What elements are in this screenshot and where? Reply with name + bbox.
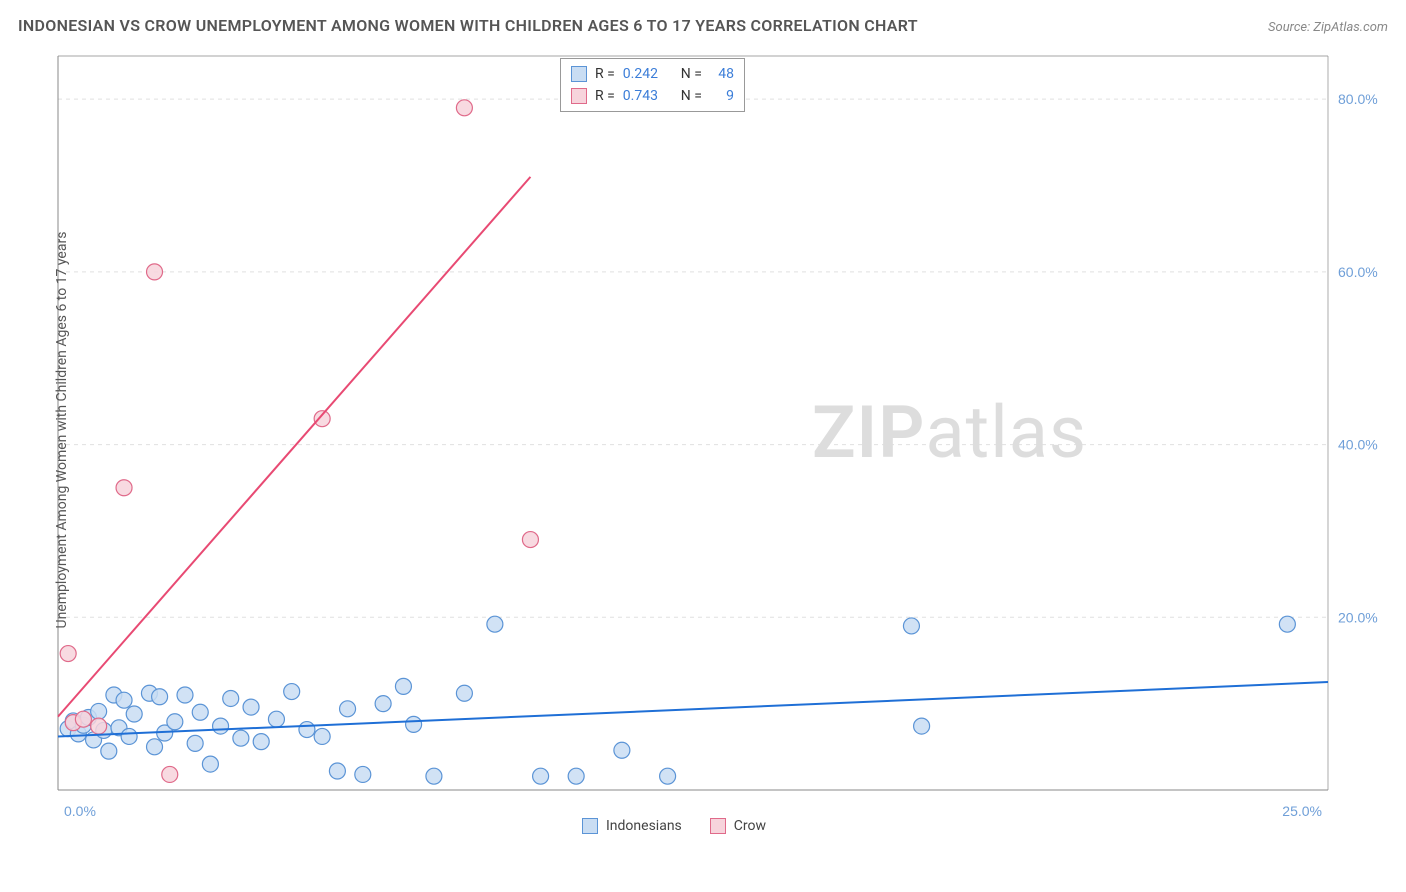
n-value-crow: 9 <box>710 85 734 107</box>
legend-item-crow: Crow <box>710 818 766 834</box>
svg-text:60.0%: 60.0% <box>1338 264 1378 280</box>
source-label: Source: ZipAtlas.com <box>1268 20 1388 35</box>
legend-item-indonesians: Indonesians <box>582 818 682 834</box>
n-value-indonesians: 48 <box>710 63 734 85</box>
r-label: R = <box>595 85 615 107</box>
svg-text:40.0%: 40.0% <box>1338 437 1378 453</box>
svg-text:20.0%: 20.0% <box>1338 609 1378 625</box>
legend-swatch-indonesians <box>571 66 587 82</box>
r-value-indonesians: 0.242 <box>623 63 667 85</box>
legend-label-indonesians: Indonesians <box>606 818 682 834</box>
series-legend: Indonesians Crow <box>582 818 766 834</box>
svg-text:80.0%: 80.0% <box>1338 91 1378 107</box>
chart-title: INDONESIAN VS CROW UNEMPLOYMENT AMONG WO… <box>18 16 918 35</box>
legend-row-crow: R = 0.743 N = 9 <box>571 85 734 107</box>
scatter-chart: 20.0% 40.0% 60.0% 80.0% 0.0% 25.0% <box>52 50 1388 840</box>
r-value-crow: 0.743 <box>623 85 667 107</box>
n-label: N = <box>681 85 702 107</box>
y-axis-label: Unemployment Among Women with Children A… <box>54 170 70 690</box>
svg-text:0.0%: 0.0% <box>64 803 96 819</box>
svg-text:25.0%: 25.0% <box>1282 803 1322 819</box>
legend-swatch-indonesians-b <box>582 818 598 834</box>
legend-label-crow: Crow <box>734 818 766 834</box>
legend-row-indonesians: R = 0.242 N = 48 <box>571 63 734 85</box>
plot-area: 20.0% 40.0% 60.0% 80.0% 0.0% 25.0% Unemployme… <box>52 50 1388 840</box>
legend-swatch-crow-b <box>710 818 726 834</box>
correlation-legend: R = 0.242 N = 48 R = 0.743 N = 9 <box>560 58 745 112</box>
r-label: R = <box>595 63 615 85</box>
n-label: N = <box>681 63 702 85</box>
legend-swatch-crow <box>571 88 587 104</box>
